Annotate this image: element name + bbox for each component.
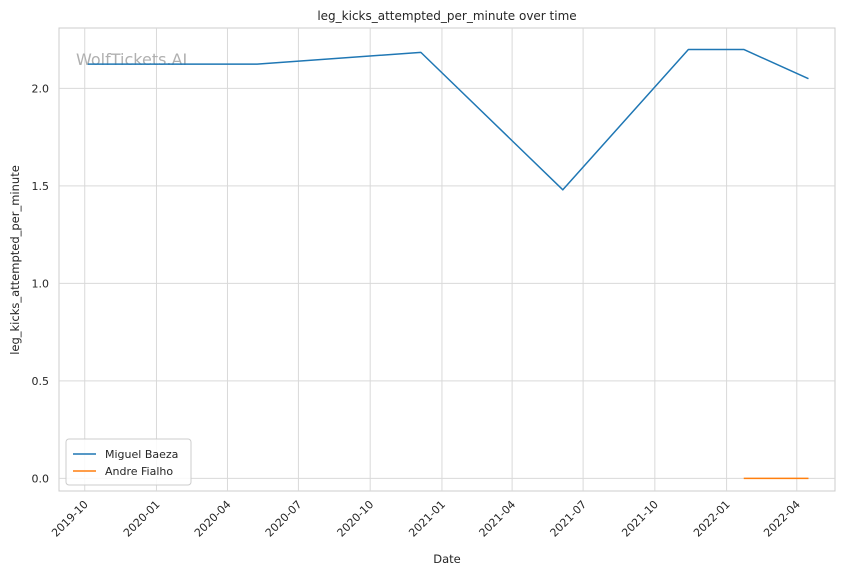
chart-title: leg_kicks_attempted_per_minute over time: [317, 9, 576, 23]
legend-label-andre-fialho: Andre Fialho: [105, 465, 173, 478]
y-tick-label: 1.0: [32, 277, 50, 290]
plot-area: WolfTickets.AI: [58, 27, 836, 492]
series-layer: [87, 48, 809, 480]
plot-frame: [58, 27, 836, 492]
x-axis-title: Date: [433, 552, 461, 566]
y-tick-label: 1.5: [32, 180, 50, 193]
y-axis-ticks: 0.0 0.5 1.0 1.5 2.0: [32, 82, 50, 485]
x-gridlines: [84, 28, 798, 491]
legend-box: [65, 438, 192, 486]
legend-label-miguel-baeza: Miguel Baeza: [105, 448, 178, 461]
y-gridlines: [59, 87, 835, 479]
legend: Miguel Baeza Andre Fialho: [65, 438, 192, 486]
watermark: WolfTickets.AI: [76, 50, 187, 69]
y-tick-label: 0.5: [32, 375, 50, 388]
series-line-miguel-baeza: [87, 48, 809, 191]
y-tick-label: 2.0: [32, 82, 50, 95]
y-tick-label: 0.0: [32, 472, 50, 485]
y-axis-title: leg_kicks_attempted_per_minute: [8, 165, 22, 355]
